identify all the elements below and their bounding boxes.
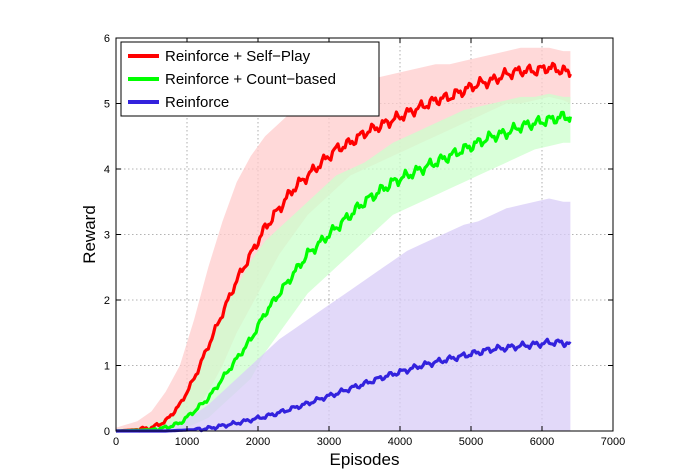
series-lines [115,61,572,433]
legend-label-1: Reinforce + Count−based [165,71,336,88]
confidence-bands [116,47,571,432]
x-tick-label: 3000 [317,436,341,448]
legend-label-2: Reinforce [165,94,229,111]
y-tick-label: 5 [104,99,110,111]
legend-box [120,41,380,117]
y-tick-label: 1 [104,361,110,373]
series-band-2 [116,198,571,431]
x-axis-label: Episodes [330,450,400,469]
x-tick-label: 7000 [601,436,625,448]
x-tick-label: 6000 [530,436,554,448]
y-tick-label: 2 [104,295,110,307]
x-tick-label: 2000 [246,436,270,448]
series-band-1 [116,93,571,431]
legend-label-0: Reinforce + Self−Play [165,48,311,65]
axis-ticks: 0 1000 2000 3000 4000 5000 6000 7000 0 1 2 3 4 5 6 [104,33,625,448]
x-tick-label: 4000 [388,436,412,448]
y-tick-label: 6 [104,33,110,45]
x-tick-label: 5000 [459,436,483,448]
series-line-2 [116,337,572,433]
series-line-0 [115,61,572,433]
legend: Reinforce + Self−Play Reinforce + Count−b… [120,41,380,117]
x-tick-label: 1000 [175,436,199,448]
y-axis-label: Reward [80,205,99,264]
y-tick-label: 3 [104,230,110,242]
y-tick-label: 0 [104,426,110,438]
y-tick-label: 4 [104,164,110,176]
x-tick-label: 0 [113,436,119,448]
series-line-1 [115,110,572,433]
